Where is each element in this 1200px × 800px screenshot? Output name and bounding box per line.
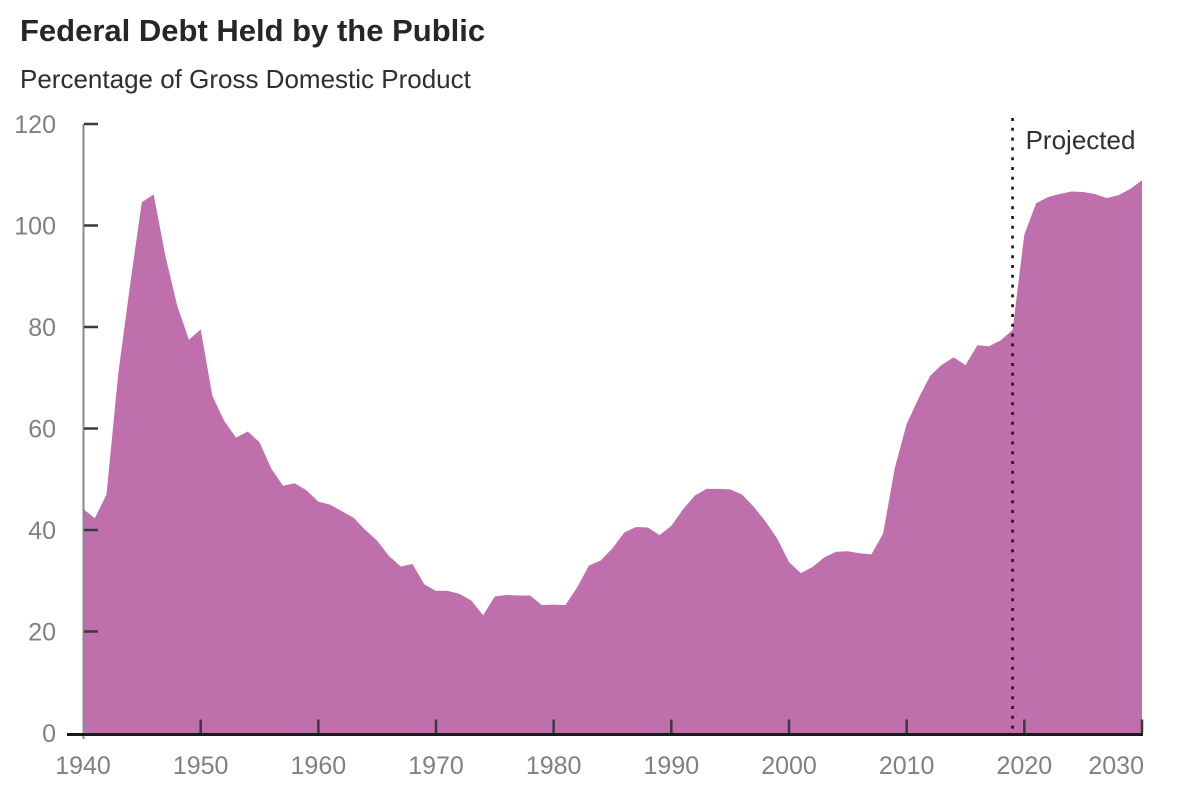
projection-annotation: Projected [1011,118,1136,731]
debt-area-shape [83,180,1142,734]
axis-labels: 0 20 40 60 80 100 120 1940 1950 1960 1970 1980 1990 2… [14,111,1144,780]
tick-marks [84,122,1144,733]
y-tick-label: 40 [28,517,56,545]
y-tick-label: 120 [14,111,56,139]
y-tick-label: 20 [28,619,56,647]
y-tick-label: 100 [14,213,56,241]
chart-subtitle: Percentage of Gross Domestic Product [20,64,471,94]
x-tick-label: 2000 [761,752,817,780]
x-tick-label: 2010 [879,752,935,780]
x-tick-label: 2020 [997,752,1053,780]
x-tick-label: 1970 [408,752,464,780]
x-tick-label: 1960 [291,752,347,780]
x-tick-label: 1940 [55,752,111,780]
x-tick-label: 1950 [173,752,229,780]
chart-title: Federal Debt Held by the Public [20,13,486,48]
x-tick-label: 1980 [526,752,582,780]
x-tick-label: 1990 [644,752,700,780]
y-tick-label: 0 [42,720,56,748]
area-series [83,180,1142,734]
x-tick-label: 2030 [1088,752,1144,780]
y-tick-label: 80 [28,314,56,342]
axes [67,124,1143,739]
y-tick-label: 60 [28,416,56,444]
projected-label: Projected [1026,125,1136,155]
